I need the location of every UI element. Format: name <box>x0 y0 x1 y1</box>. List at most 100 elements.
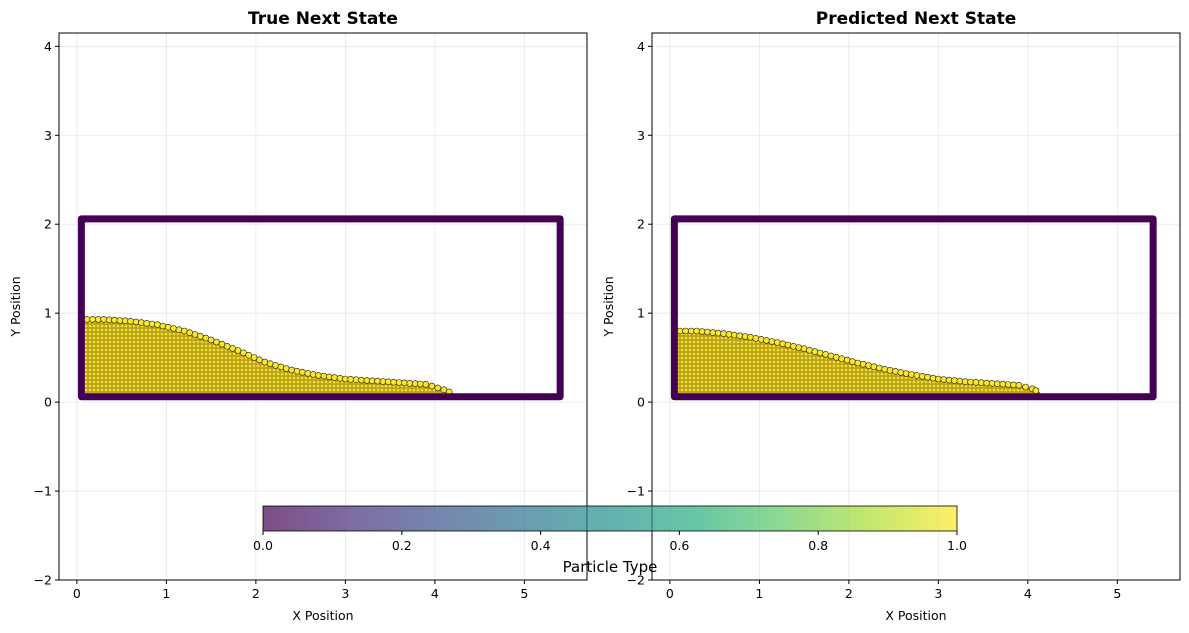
surface-particle <box>138 319 145 326</box>
predicted-next-state-y-axis-label: Y Position <box>601 276 616 337</box>
surface-particle <box>127 317 134 325</box>
true-next-state-title: True Next State <box>248 9 398 29</box>
surface-particle <box>293 367 301 375</box>
y-tick-label: 3 <box>637 128 645 143</box>
fluid-surface-markers <box>78 316 453 396</box>
axes-frame <box>58 32 588 581</box>
surface-particle <box>170 325 177 332</box>
surface-particle <box>352 376 360 384</box>
surface-particle <box>736 332 744 340</box>
surface-particle <box>111 316 118 324</box>
colorbar-tick-label: 0.2 <box>392 538 412 553</box>
surface-particle <box>730 331 738 339</box>
surface-particle <box>908 371 915 378</box>
surface-particle <box>245 351 252 359</box>
surface-particle <box>940 376 948 383</box>
surface-particle <box>800 345 808 353</box>
y-tick-label: 2 <box>44 217 52 232</box>
surface-particle <box>838 355 846 363</box>
surface-particle <box>714 329 722 337</box>
x-tick-label: 4 <box>431 586 439 601</box>
surface-particle <box>961 378 969 386</box>
surface-particle <box>181 327 188 335</box>
x-tick-label: 0 <box>666 586 674 601</box>
colorbar-tick-label: 0.4 <box>531 538 551 553</box>
surface-particle <box>854 359 862 367</box>
surface-particle <box>299 368 306 376</box>
surface-particle <box>1032 387 1040 394</box>
surface-particle <box>309 371 317 378</box>
surface-particle <box>94 316 102 323</box>
surface-particle <box>288 366 296 374</box>
x-tick-label: 5 <box>1113 586 1121 601</box>
surface-particle <box>897 369 905 376</box>
surface-particle <box>159 322 167 330</box>
plot-area <box>670 215 1157 401</box>
surface-particle <box>676 327 684 335</box>
surface-particle <box>902 370 910 377</box>
surface-particle <box>806 346 813 354</box>
surface-particle <box>154 321 161 329</box>
surface-particle <box>747 333 754 341</box>
x-tick-label: 3 <box>934 586 942 601</box>
surface-particle <box>358 376 365 384</box>
true-next-state-y-axis-label: Y Position <box>8 276 23 337</box>
surface-particle <box>121 317 129 325</box>
surface-particle <box>250 354 258 361</box>
x-tick-label: 3 <box>341 586 349 601</box>
surface-particle <box>983 379 991 387</box>
surface-particle <box>886 366 894 374</box>
colorbar-ticks: 0.0 0.2 0.4 0.6 0.8 1.0 <box>253 531 967 553</box>
y-tick-label: 0 <box>44 395 52 410</box>
fluid-surface-markers <box>671 327 1040 394</box>
surface-particle <box>875 364 883 372</box>
surface-particle <box>698 328 706 335</box>
y-tick-label: −1 <box>34 484 52 499</box>
x-tick-label: 1 <box>162 586 170 601</box>
surface-particle <box>1015 381 1023 389</box>
y-tick-label: 0 <box>637 395 645 410</box>
surface-particle <box>320 372 328 380</box>
surface-particle <box>434 384 442 392</box>
surface-particle <box>143 319 150 327</box>
surface-particle <box>304 369 312 377</box>
x-tick-label: 2 <box>845 586 853 601</box>
y-tick-label: 2 <box>637 217 645 232</box>
true-next-state-panel: 0 1 2 3 4 5 −2 −1 0 1 2 3 4 True Next State X Position… <box>8 9 588 623</box>
surface-particle <box>277 363 285 371</box>
surface-particle <box>843 356 851 364</box>
surface-particle <box>779 340 787 348</box>
surface-particle <box>175 326 183 334</box>
surface-particle <box>994 380 1001 388</box>
surface-particle <box>929 374 937 382</box>
surface-particle <box>331 374 338 381</box>
x-tick-label: 2 <box>252 586 260 601</box>
surface-particle <box>347 375 355 383</box>
y-tick-label: 1 <box>637 306 645 321</box>
surface-particle <box>924 373 931 381</box>
surface-particle <box>266 360 274 368</box>
y-tick-label: 4 <box>44 39 52 54</box>
plot-area <box>77 215 564 401</box>
surface-particle <box>999 380 1007 388</box>
surface-particle <box>913 372 921 379</box>
colorbar: 0.0 0.2 0.4 0.6 0.8 1.0 Particle Type <box>253 505 967 576</box>
surface-particle <box>406 379 414 387</box>
predicted-next-state-panel: 0 1 2 3 4 5 −2 −1 0 1 2 3 4 Predicted Next State X Pos… <box>601 9 1181 623</box>
true-next-state-x-axis-label: X Position <box>292 608 353 623</box>
surface-particle <box>240 349 247 357</box>
y-tick-label: 4 <box>637 39 645 54</box>
surface-particle <box>865 362 872 369</box>
surface-particle <box>1010 381 1017 389</box>
colorbar-tick-label: 0.0 <box>253 538 273 553</box>
surface-particle <box>223 342 231 350</box>
surface-particle <box>336 374 344 382</box>
surface-particle <box>827 352 835 360</box>
boundary-particles <box>77 215 564 401</box>
surface-particle <box>945 376 953 384</box>
surface-particle <box>918 372 926 380</box>
surface-particle <box>763 337 770 344</box>
surface-particle <box>105 316 113 324</box>
surface-particle <box>822 351 829 358</box>
surface-particle <box>977 379 985 387</box>
